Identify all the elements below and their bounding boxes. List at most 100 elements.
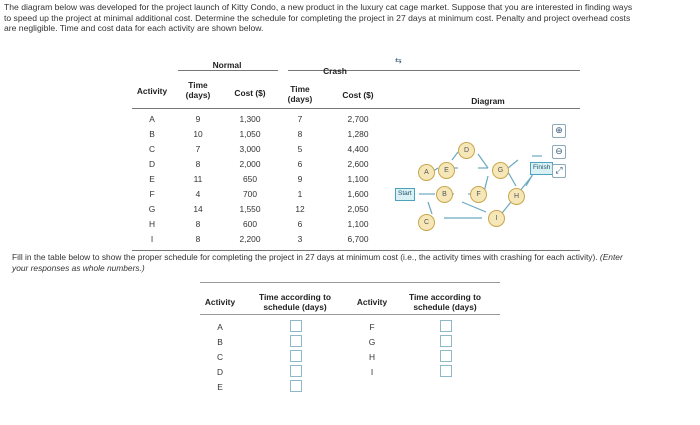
header-crash: Crash — [323, 66, 347, 76]
cell-normal-time: 8 — [195, 159, 201, 169]
cell-crash-time: 9 — [297, 174, 303, 184]
cell-normal-cost: 1,050 — [239, 129, 261, 139]
fill-note-line-1: Fill in the table below to show the prop… — [12, 252, 694, 263]
node-e: E — [438, 162, 455, 179]
cell-crash-time: 8 — [297, 129, 303, 139]
ans-col-time-left-l1: Time according to — [259, 292, 331, 302]
link-icon[interactable]: ⇆ — [395, 56, 402, 65]
node-c: C — [418, 214, 435, 231]
cell-normal-cost: 600 — [243, 219, 257, 229]
ans-col-time-right-l1: Time according to — [409, 292, 481, 302]
cell-crash-cost: 1,600 — [347, 189, 369, 199]
answer-row-label: E — [217, 382, 223, 392]
col-crash-cost: Cost ($) — [342, 90, 374, 100]
cell-activity: H — [148, 219, 156, 229]
ans-col-activity-right: Activity — [356, 297, 388, 307]
col-crash-time: Time (days) — [280, 84, 320, 104]
answer-row-label: I — [370, 367, 374, 377]
header-normal: Normal — [212, 60, 242, 70]
answer-row-label: B — [217, 337, 223, 347]
cell-crash-time: 5 — [297, 144, 303, 154]
cell-activity: B — [149, 129, 155, 139]
start-node: Start — [395, 188, 415, 201]
cell-crash-cost: 1,280 — [347, 129, 369, 139]
col-diagram: Diagram — [471, 96, 505, 106]
cell-normal-time: 7 — [195, 144, 201, 154]
cell-activity: I — [150, 234, 154, 244]
node-b: B — [436, 186, 453, 203]
cell-crash-cost: 2,600 — [347, 159, 369, 169]
ans-col-time-right: Time according to schedule (days) — [402, 292, 488, 312]
col-normal-cost: Cost ($) — [234, 88, 266, 98]
fill-note-line-2: your responses as whole numbers.) — [12, 262, 145, 273]
cell-crash-cost: 2,700 — [347, 114, 369, 124]
ans-col-activity-left: Activity — [204, 297, 236, 307]
cell-normal-cost: 2,200 — [239, 234, 261, 244]
answer-input-i[interactable] — [440, 365, 452, 377]
cell-crash-cost: 6,700 — [347, 234, 369, 244]
zoom-in-icon[interactable]: ⊕ — [552, 124, 566, 138]
node-i: I — [488, 210, 505, 227]
cell-normal-time: 4 — [195, 189, 201, 199]
cell-crash-time: 6 — [297, 219, 303, 229]
fill-instructions: Fill in the table below to show the prop… — [12, 252, 694, 273]
answer-row-label: H — [368, 352, 376, 362]
cell-crash-cost: 1,100 — [347, 219, 369, 229]
node-g: G — [492, 162, 509, 179]
fill-note-text: Fill in the table below to show the prop… — [12, 252, 598, 262]
cell-activity: F — [149, 189, 155, 199]
node-d: D — [458, 142, 475, 159]
answer-input-d[interactable] — [290, 365, 302, 377]
fill-note-italic: (Enter — [599, 252, 623, 262]
col-normal-time-l2: (days) — [185, 90, 211, 100]
answer-input-h[interactable] — [440, 350, 452, 362]
expand-icon[interactable]: ⤢ — [552, 164, 566, 178]
answer-row-label: G — [368, 337, 376, 347]
col-crash-time-l2: (days) — [287, 94, 313, 104]
cell-normal-time: 8 — [195, 234, 201, 244]
cell-crash-cost: 4,400 — [347, 144, 369, 154]
col-normal-time: Time (days) — [178, 80, 218, 100]
answer-input-f[interactable] — [440, 320, 452, 332]
answer-row-label: C — [216, 352, 224, 362]
cell-crash-time: 1 — [297, 189, 303, 199]
answer-row-label: F — [369, 322, 375, 332]
cell-crash-time: 7 — [297, 114, 303, 124]
answer-table: Activity Time according to schedule (day… — [200, 282, 500, 400]
node-f: F — [470, 186, 487, 203]
cell-activity: D — [148, 159, 156, 169]
cell-crash-cost: 1,100 — [347, 174, 369, 184]
ans-col-time-left: Time according to schedule (days) — [252, 292, 338, 312]
problem-intro: The diagram below was developed for the … — [4, 2, 698, 34]
cell-normal-cost: 3,000 — [239, 144, 261, 154]
cell-normal-cost: 1,550 — [239, 204, 261, 214]
ans-col-time-left-l2: schedule (days) — [263, 302, 327, 312]
cell-normal-time: 11 — [193, 174, 203, 184]
cell-activity: C — [148, 144, 156, 154]
cell-normal-time: 14 — [193, 204, 203, 214]
zoom-out-icon[interactable]: ⊖ — [552, 145, 566, 159]
answer-row-label: D — [216, 367, 224, 377]
intro-line-1: The diagram below was developed for the … — [4, 2, 633, 12]
cell-crash-time: 3 — [297, 234, 303, 244]
cell-normal-cost: 700 — [243, 189, 257, 199]
cell-normal-time: 9 — [195, 114, 201, 124]
cell-normal-time: 8 — [195, 219, 201, 229]
answer-input-b[interactable] — [290, 335, 302, 347]
cell-normal-cost: 1,300 — [239, 114, 261, 124]
cell-crash-time: 6 — [297, 159, 303, 169]
answer-row-label: A — [217, 322, 223, 332]
node-h: H — [508, 188, 525, 205]
cell-normal-time: 10 — [193, 129, 203, 139]
answer-input-g[interactable] — [440, 335, 452, 347]
answer-input-a[interactable] — [290, 320, 302, 332]
finish-node: Finish — [530, 162, 554, 175]
cell-activity: E — [149, 174, 155, 184]
ans-col-time-right-l2: schedule (days) — [413, 302, 477, 312]
answer-input-e[interactable] — [290, 380, 302, 392]
node-a: A — [418, 164, 435, 181]
answer-input-c[interactable] — [290, 350, 302, 362]
intro-line-3: are negligible. Time and cost data for e… — [4, 23, 264, 33]
cell-crash-cost: 2,050 — [347, 204, 369, 214]
col-activity: Activity — [136, 86, 168, 96]
